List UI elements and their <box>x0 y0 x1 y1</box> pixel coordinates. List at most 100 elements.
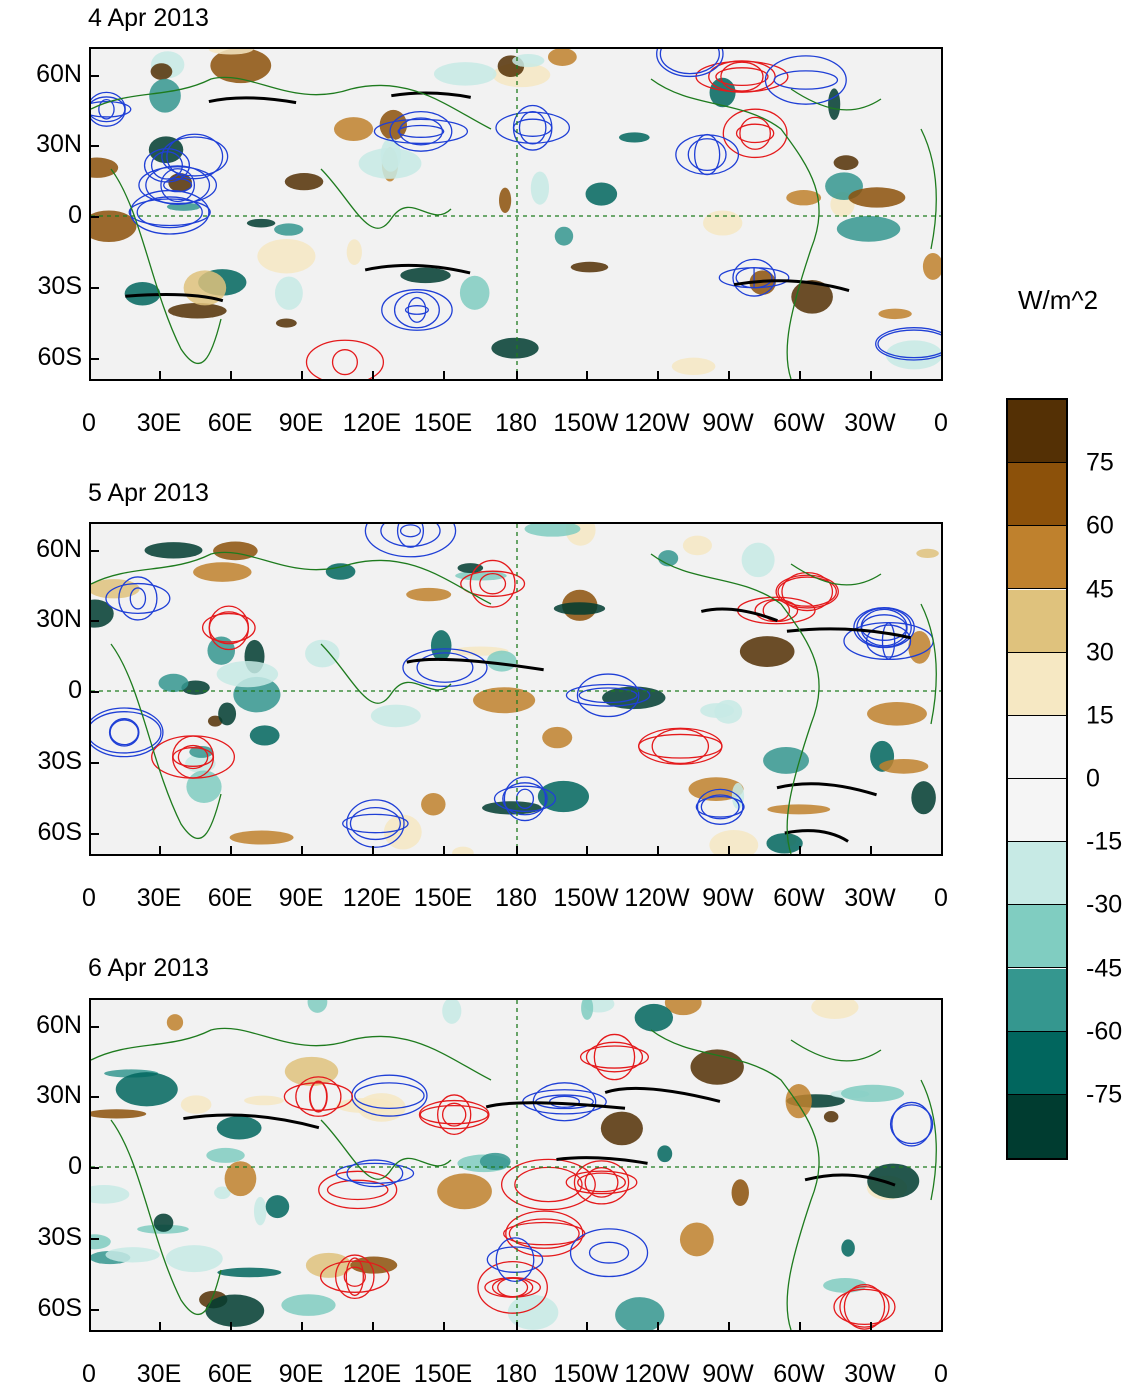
lon-label: 150E <box>413 409 473 437</box>
lon-tick <box>870 846 872 856</box>
shading-blob <box>91 579 140 599</box>
shading-blob <box>307 1000 328 1013</box>
lon-tick <box>89 1322 91 1332</box>
lon-label: 0 <box>934 884 948 912</box>
positive-contour <box>833 1288 896 1326</box>
shading-blob <box>91 1234 111 1250</box>
negative-contour <box>163 177 193 193</box>
shading-blob <box>91 157 119 178</box>
shading-blob <box>524 524 581 537</box>
shading-blob <box>542 726 573 749</box>
lat-label: 60S <box>37 343 82 371</box>
shading-blob <box>115 1072 178 1107</box>
lon-tick <box>301 371 303 381</box>
positive-contour <box>201 612 256 643</box>
shading-blob <box>91 1109 147 1119</box>
lat-tick <box>89 1167 99 1169</box>
shading-blob <box>148 136 184 164</box>
shading-blob <box>275 318 297 328</box>
lon-tick <box>89 846 91 856</box>
positive-contour <box>585 1041 644 1073</box>
lon-label: 0 <box>82 884 96 912</box>
positive-contour <box>775 574 839 609</box>
shading-blob <box>265 1195 290 1219</box>
shading-blob <box>168 303 227 319</box>
positive-contour <box>441 1102 467 1127</box>
positive-contour <box>695 60 789 93</box>
shading-blob <box>253 1196 267 1226</box>
shading-blob <box>207 715 223 727</box>
positive-contour <box>735 123 775 144</box>
shading-blob <box>216 661 279 688</box>
lat-tick <box>89 1309 99 1311</box>
shading-blob <box>553 602 606 615</box>
shading-blob <box>512 54 545 68</box>
lon-label: 90W <box>702 884 754 912</box>
shading-blob <box>841 1239 855 1257</box>
bold-contour <box>406 657 544 672</box>
positive-contour <box>318 1170 398 1210</box>
negative-contour <box>346 1159 404 1188</box>
lon-tick <box>941 371 943 381</box>
colorbar-box <box>1008 1094 1066 1158</box>
positive-contour <box>651 728 710 765</box>
shading-blob <box>823 1111 839 1123</box>
shading-blob <box>91 599 114 628</box>
negative-contour <box>502 782 548 816</box>
lat-tick <box>89 1096 99 1098</box>
bold-contour <box>776 782 878 797</box>
shading-blob <box>346 239 362 265</box>
negative-contour <box>402 648 488 687</box>
bold-contour <box>364 263 471 275</box>
shading-blob <box>249 725 280 746</box>
lon-tick <box>799 371 801 381</box>
shading-blob <box>767 804 831 815</box>
shading-blob <box>916 548 939 559</box>
negative-contour <box>877 329 941 359</box>
shading-blob <box>217 1267 282 1278</box>
negative-contour <box>399 524 422 538</box>
lat-tick <box>89 287 99 289</box>
colorbar-label: 45 <box>1086 575 1114 603</box>
negative-contour <box>335 1162 415 1184</box>
panel-1-title: 4 Apr 2013 <box>88 4 209 32</box>
positive-contour <box>309 1081 328 1113</box>
negative-contour <box>145 165 211 206</box>
negative-contour <box>656 49 724 78</box>
shading-blob <box>836 215 901 242</box>
shading-blob <box>158 673 189 693</box>
positive-contour <box>151 735 236 779</box>
lon-label: 120W <box>624 409 690 437</box>
shading-blob <box>671 357 716 376</box>
colorbar-box <box>1008 968 1066 1032</box>
negative-contour <box>398 117 444 146</box>
colorbar-box <box>1008 779 1066 843</box>
shading-blob <box>257 238 316 274</box>
lat-label: 0 <box>68 201 82 229</box>
lon-tick <box>159 846 161 856</box>
shading-blob <box>473 687 536 714</box>
negative-contour <box>732 258 776 297</box>
lat-tick <box>89 762 99 764</box>
lon-label: 30W <box>844 884 896 912</box>
map-field-1 <box>91 49 941 379</box>
map-panel-1 <box>89 47 943 381</box>
positive-contour <box>739 116 771 150</box>
shading-blob <box>867 1163 920 1199</box>
coastline <box>110 168 222 364</box>
shading-blob <box>828 88 841 120</box>
coastline <box>91 551 492 605</box>
shading-blob <box>105 1247 160 1263</box>
shading-blob <box>786 190 822 206</box>
negative-contour <box>865 624 912 658</box>
lon-label: 60E <box>207 884 253 912</box>
positive-contour <box>573 1160 630 1205</box>
lon-label: 0 <box>934 1360 948 1388</box>
positive-contour <box>208 611 249 645</box>
negative-contour <box>588 1241 630 1264</box>
lat-label: 30N <box>36 605 82 633</box>
negative-contour <box>495 1237 535 1283</box>
shading-blob <box>333 117 374 142</box>
lon-label: 90E <box>278 1360 324 1388</box>
colorbar-label: -45 <box>1086 954 1123 982</box>
